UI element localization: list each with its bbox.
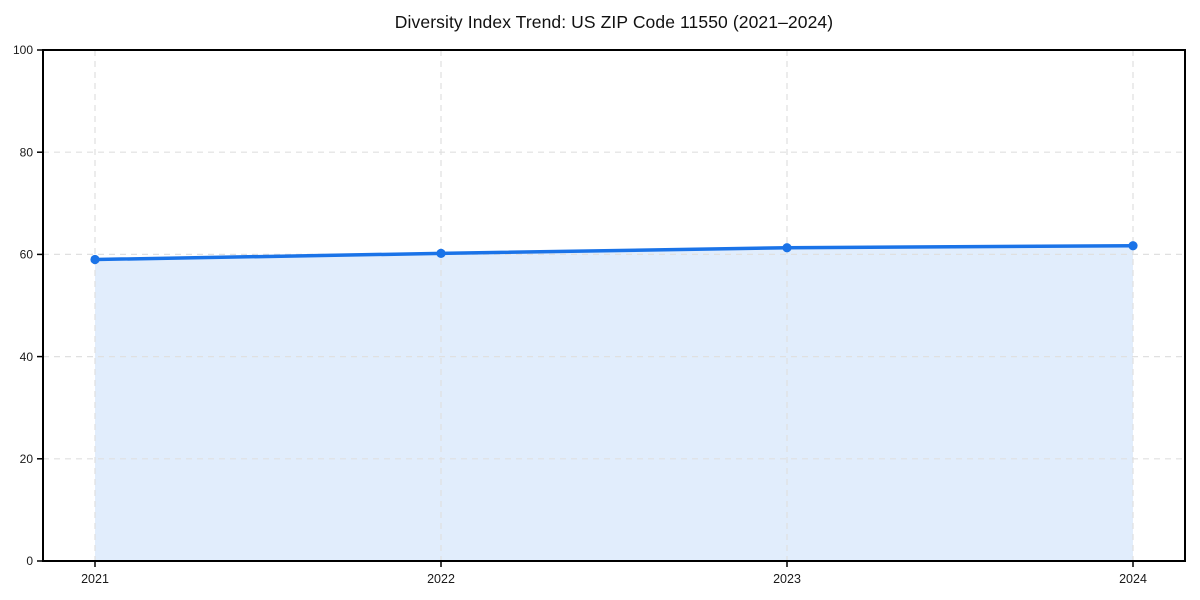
trend-line <box>93 243 1135 262</box>
data-point <box>782 243 792 253</box>
x-tick-label: 2023 <box>773 572 801 586</box>
y-tick-label: 20 <box>20 452 34 466</box>
y-tick-label: 80 <box>20 145 34 159</box>
data-point <box>90 254 100 265</box>
x-tick-label: 2022 <box>427 572 455 586</box>
area-fill <box>95 245 1133 561</box>
x-tick-label: 2021 <box>81 572 109 586</box>
data-point <box>436 248 446 258</box>
y-tick-label: 100 <box>13 43 33 57</box>
x-tick-label: 2024 <box>1119 572 1147 586</box>
chart-title: Diversity Index Trend: US ZIP Code 11550… <box>394 12 834 32</box>
y-tick-label: 60 <box>20 248 34 262</box>
plot-border <box>42 49 1186 562</box>
y-tick-label: 0 <box>26 554 33 568</box>
data-point <box>1128 241 1138 251</box>
y-tick-label: 40 <box>20 350 34 364</box>
